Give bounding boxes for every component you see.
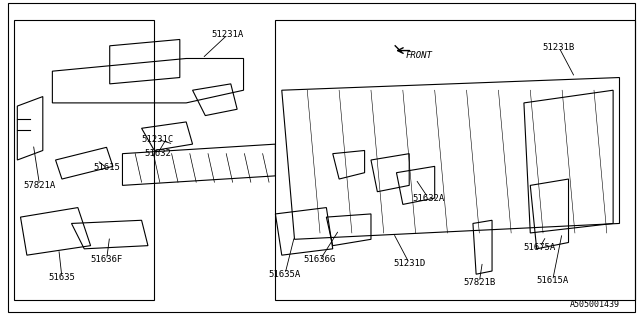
Text: 51675A: 51675A (524, 243, 556, 252)
Text: 51636F: 51636F (90, 255, 123, 264)
Text: 51615: 51615 (93, 164, 120, 172)
Text: 51636G: 51636G (304, 255, 336, 264)
Text: 51231B: 51231B (543, 43, 575, 52)
Text: 51231C: 51231C (141, 135, 173, 144)
Text: 57821A: 57821A (24, 181, 56, 190)
Text: 57821B: 57821B (463, 278, 495, 287)
Text: 51635A: 51635A (269, 270, 301, 279)
Bar (275, 20, 636, 300)
Text: 51632A: 51632A (412, 194, 444, 203)
Bar (14, 20, 154, 300)
Text: 51231A: 51231A (211, 30, 244, 39)
Text: 51632: 51632 (144, 149, 171, 158)
Text: 51615A: 51615A (536, 276, 569, 285)
Text: 51231D: 51231D (393, 259, 426, 268)
Text: 51635: 51635 (49, 273, 76, 282)
Text: FRONT: FRONT (405, 51, 432, 60)
Text: A505001439: A505001439 (570, 300, 620, 309)
